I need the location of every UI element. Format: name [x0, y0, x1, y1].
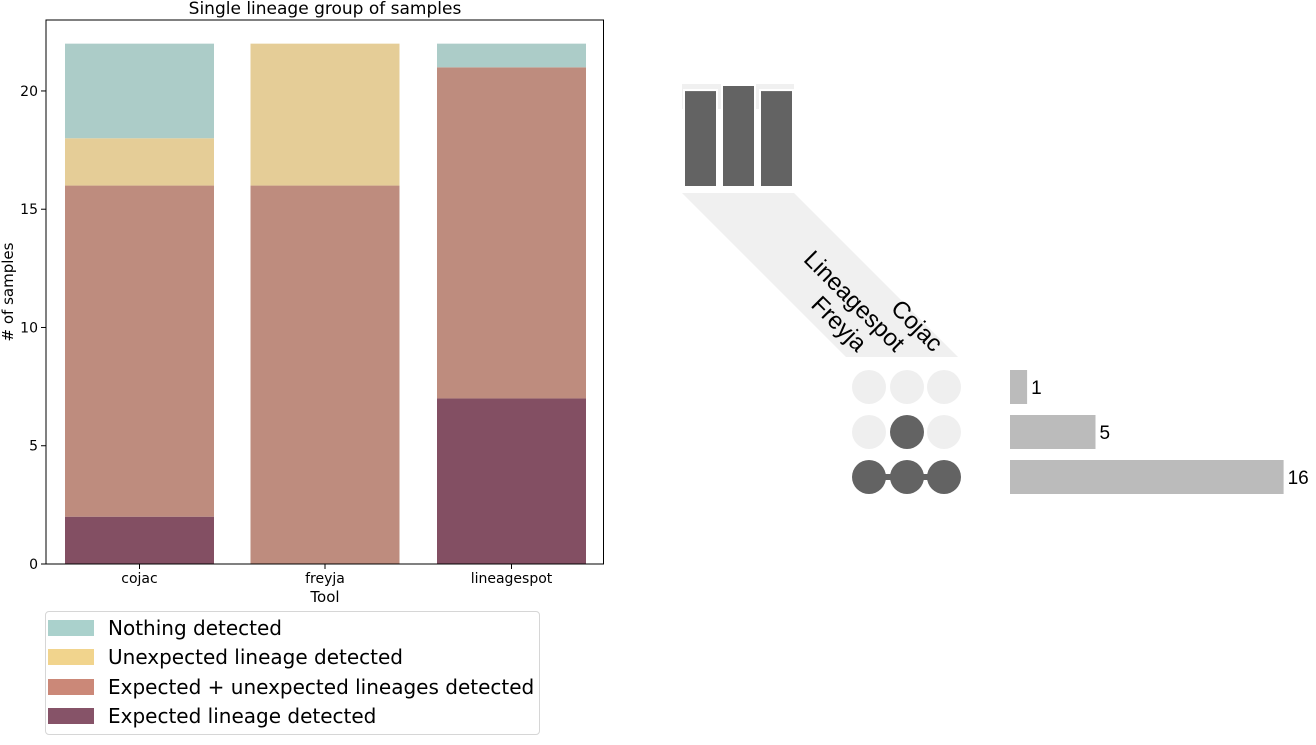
intersection-count-label: 16: [1288, 468, 1309, 489]
bar-segment-lineagespot-1: [437, 67, 586, 399]
y-axis-label: # of samples: [0, 242, 17, 341]
legend-item-expected-unexpected: Expected + unexpected lineages detected: [46, 673, 534, 701]
set-label-band: [682, 193, 958, 357]
y-axis: 0 5 10 15 20: [20, 84, 46, 573]
y-tick-label: 0: [29, 557, 38, 573]
legend-item-nothing-detected: Nothing detected: [46, 614, 282, 642]
matrix-dot-freyja: [852, 415, 886, 449]
y-tick-label: 5: [29, 439, 38, 455]
bar-segment-freyja-2: [250, 43, 400, 186]
intersection-count-label: 1: [1031, 378, 1042, 399]
y-tick-label: 15: [20, 202, 38, 218]
legend-item-unexpected-lineage: Unexpected lineage detected: [46, 643, 403, 671]
chart-title: Single lineage group of samples: [189, 0, 462, 19]
bar-segment-cojac-1: [65, 185, 214, 517]
bar-segment-cojac-0: [65, 516, 214, 564]
matrix-dot-freyja: [852, 370, 886, 404]
legend-item-expected-lineage: Expected lineage detected: [46, 702, 376, 730]
matrix-dot-freyja: [852, 460, 886, 494]
intersection-bar: [1010, 460, 1284, 494]
chart-legend: Nothing detected Unexpected lineage dete…: [45, 611, 540, 735]
legend-swatch: [48, 708, 94, 724]
matrix-dot-cojac: [927, 370, 961, 404]
bar-segment-cojac-2: [65, 138, 214, 186]
legend-label: Unexpected lineage detected: [108, 645, 403, 669]
bar-segment-lineagespot-3: [437, 43, 586, 68]
bars-layer: [65, 43, 586, 564]
legend-swatch: [48, 649, 94, 665]
y-tick-label: 20: [20, 84, 38, 100]
x-axis-label: Tool: [309, 588, 339, 606]
matrix-dot-lineagespot: [890, 415, 924, 449]
legend-label: Expected + unexpected lineages detected: [108, 675, 535, 699]
legend-swatch: [48, 679, 94, 695]
intersection-bar: [1010, 415, 1096, 449]
intersection-bar: [1010, 370, 1028, 404]
set-size-bar-lineagespot: [721, 84, 756, 188]
matrix-dot-lineagespot: [890, 460, 924, 494]
matrix-dot-cojac: [927, 415, 961, 449]
x-tick-label-freyja: freyja: [305, 571, 345, 587]
bar-segment-lineagespot-0: [437, 398, 586, 564]
set-size-bar-freyja: [683, 89, 718, 188]
matrix-dot-cojac: [927, 460, 961, 494]
legend-label: Expected lineage detected: [108, 704, 377, 728]
intersection-count-label: 5: [1100, 423, 1111, 444]
stacked-bar-chart: Single lineage group of samples 0 5 10 15 20…: [0, 0, 604, 606]
y-tick-label: 10: [20, 320, 38, 336]
bar-segment-cojac-3: [65, 43, 214, 139]
legend-label: Nothing detected: [108, 616, 282, 640]
bar-segment-freyja-1: [250, 185, 400, 564]
legend-swatch: [48, 620, 94, 636]
x-tick-label-lineagespot: lineagespot: [471, 571, 553, 587]
x-tick-label-cojac: cojac: [121, 571, 157, 587]
matrix-dot-lineagespot: [890, 370, 924, 404]
set-size-bar-cojac: [759, 89, 794, 188]
x-axis: cojac freyja lineagespot: [121, 564, 553, 587]
